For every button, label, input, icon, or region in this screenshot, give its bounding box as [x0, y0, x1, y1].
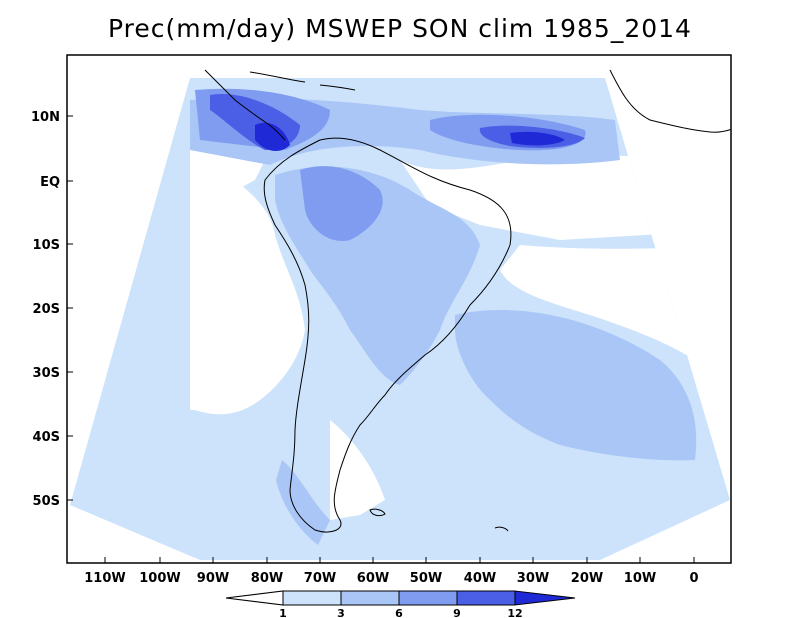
lon-label-50w: 50W — [410, 571, 442, 586]
coastline-caribbean-islands — [249, 71, 356, 91]
lon-label-40w: 40W — [464, 571, 496, 586]
band-3-6-sacz — [455, 310, 697, 461]
lon-label-110w: 110W — [84, 571, 125, 586]
coastline-falklands — [369, 508, 386, 517]
lon-label-10w: 10W — [624, 571, 656, 586]
lat-label-20s: 20S — [33, 302, 60, 317]
lat-label-30s: 30S — [33, 366, 60, 381]
colorbar-swatch-6-9 — [398, 590, 458, 606]
map-field — [70, 69, 731, 560]
colorbar-swatch-below-1 — [225, 590, 284, 606]
lat-label-10n: 10N — [31, 110, 60, 125]
colorbar: 1 3 6 9 12 — [225, 590, 576, 618]
colorbar-label-12: 12 — [507, 607, 522, 618]
coastline-south-georgia — [494, 526, 509, 532]
lat-label-50s: 50S — [33, 494, 60, 509]
colorbar-label-6: 6 — [395, 607, 403, 618]
band-6-9-amazon — [300, 166, 383, 241]
colorbar-swatch-1-3 — [282, 590, 342, 606]
colorbar-label-1: 1 — [279, 607, 287, 618]
band-12-plus-atlantic-core — [510, 131, 565, 146]
lon-label-90w: 90W — [197, 571, 229, 586]
colorbar-label-9: 9 — [453, 607, 461, 618]
lon-label-20w: 20W — [571, 571, 603, 586]
longitude-labels: 110W 100W 90W 80W 70W 60W 50W 40W 30W 20… — [84, 571, 698, 586]
map-title: Prec(mm/day) MSWEP SON clim 1985_2014 — [108, 14, 692, 43]
lon-label-0: 0 — [689, 571, 698, 586]
colorbar-swatch-above-12 — [514, 590, 576, 606]
dry-zone-eastern-pacific — [190, 150, 305, 415]
band-12-plus-colombia — [255, 122, 290, 152]
map-frame — [66, 54, 732, 564]
lat-label-10s: 10S — [33, 238, 60, 253]
coastline-west-africa — [609, 69, 731, 133]
coastline-south-america — [263, 137, 512, 533]
lon-label-60w: 60W — [357, 571, 389, 586]
latitude-labels: 10N EQ 10S 20S 30S 40S 50S — [31, 110, 60, 509]
band-3-6-chile-coast — [276, 460, 330, 545]
lat-label-eq: EQ — [40, 175, 60, 190]
lon-label-100w: 100W — [139, 571, 180, 586]
lon-label-80w: 80W — [251, 571, 283, 586]
lon-label-30w: 30W — [517, 571, 549, 586]
dry-zone-pacific-north — [190, 150, 270, 215]
lat-label-40s: 40S — [33, 430, 60, 445]
axis-ticks — [67, 115, 695, 563]
colorbar-swatch-9-12 — [456, 590, 516, 606]
lon-label-70w: 70W — [304, 571, 336, 586]
colorbar-label-3: 3 — [337, 607, 345, 618]
colorbar-swatch-3-6 — [340, 590, 400, 606]
coastline-central-america — [204, 69, 286, 141]
dry-zone-patagonia-east — [330, 420, 385, 520]
